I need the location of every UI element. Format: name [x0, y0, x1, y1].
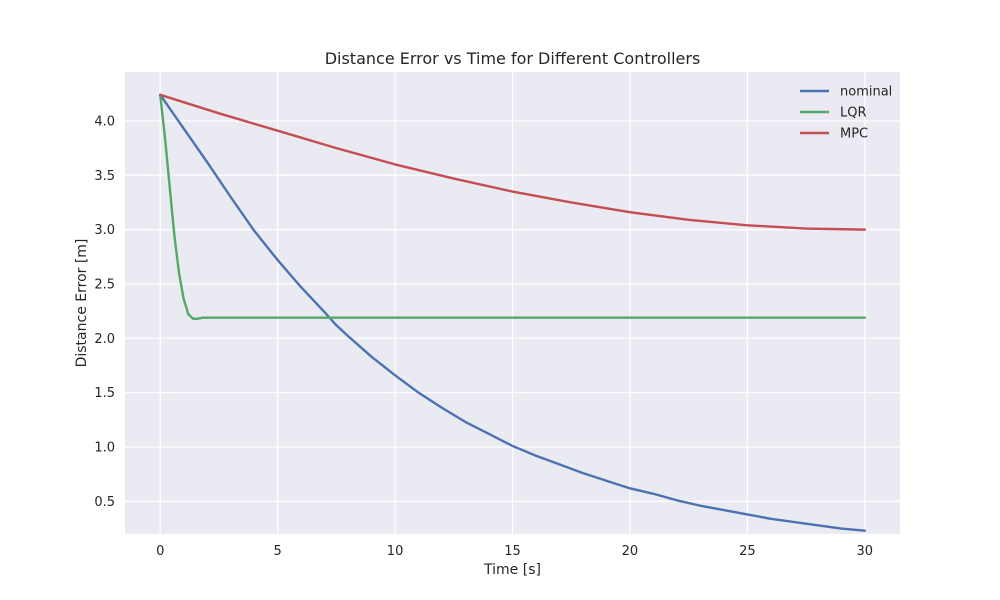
series-line-lqr — [159, 93, 866, 320]
chart-title: Distance Error vs Time for Different Con… — [325, 49, 701, 68]
legend-label-mpc: MPC — [840, 127, 868, 142]
series-line-nominal — [159, 93, 866, 532]
x-tick-label: 15 — [504, 544, 521, 559]
x-tick-label: 0 — [156, 544, 164, 559]
x-tick-label: 20 — [622, 544, 639, 559]
legend-label-nominal: nominal — [840, 85, 892, 100]
x-tick-label: 5 — [274, 544, 282, 559]
x-tick-label: 30 — [856, 544, 873, 559]
y-tick-label: 3.0 — [94, 223, 115, 238]
legend-label-lqr: LQR — [840, 106, 867, 121]
y-tick-label: 0.5 — [94, 495, 115, 510]
x-tick-label: 10 — [387, 544, 404, 559]
y-axis-title: Distance Error [m] — [74, 239, 90, 368]
y-tick-label: 2.5 — [94, 277, 115, 292]
y-tick-label: 1.0 — [94, 441, 115, 456]
x-tick-labels: 0 5 10 15 20 25 30 — [156, 544, 873, 559]
y-tick-labels: 0.5 1.0 1.5 2.0 2.5 3.0 3.5 4.0 — [94, 114, 115, 509]
legend: nominal LQR MPC — [800, 85, 892, 142]
x-axis-title: Time [s] — [483, 562, 541, 578]
series-line-mpc — [159, 93, 866, 231]
y-tick-label: 3.5 — [94, 169, 115, 184]
series-layer — [159, 93, 866, 532]
y-tick-label: 2.0 — [94, 332, 115, 347]
x-tick-label: 25 — [739, 544, 756, 559]
y-tick-label: 1.5 — [94, 386, 115, 401]
grid — [125, 72, 900, 534]
y-tick-label: 4.0 — [94, 114, 115, 129]
